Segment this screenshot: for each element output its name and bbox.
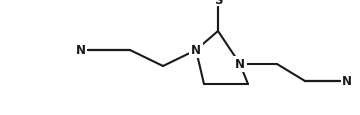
Text: N: N bbox=[235, 58, 245, 71]
Text: N: N bbox=[191, 44, 201, 57]
Text: N: N bbox=[342, 75, 352, 88]
Text: S: S bbox=[214, 0, 222, 7]
Text: N: N bbox=[76, 44, 86, 57]
